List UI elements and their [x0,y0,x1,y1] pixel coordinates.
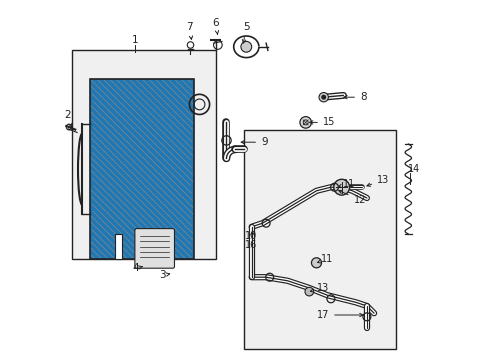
Circle shape [311,258,321,268]
Text: 15: 15 [309,117,335,127]
Text: 16: 16 [244,240,256,250]
Text: 10: 10 [244,231,256,241]
Text: 6: 6 [212,18,219,34]
Text: 7: 7 [186,22,193,39]
FancyBboxPatch shape [135,229,174,268]
Bar [89,79,194,259]
Circle shape [321,95,325,100]
Text: 3: 3 [159,270,169,280]
Text: 4: 4 [132,263,142,273]
Text: 9: 9 [241,137,267,147]
Circle shape [305,287,313,296]
Circle shape [241,41,251,52]
Bar [115,234,122,259]
Text: 11: 11 [338,179,354,189]
Text: 13: 13 [310,283,328,293]
Circle shape [318,93,328,102]
Text: 5: 5 [242,22,249,43]
Text: 8: 8 [343,92,366,102]
Text: 14: 14 [407,164,419,174]
Bar [244,130,395,349]
Text: 17: 17 [316,310,362,320]
Circle shape [333,179,349,195]
Text: 11: 11 [317,254,333,264]
Bar [89,79,194,259]
Circle shape [299,117,311,128]
Text: 2: 2 [64,110,72,127]
Text: 12: 12 [338,190,365,205]
Text: 1: 1 [131,35,138,45]
Text: 13: 13 [366,175,388,186]
Bar [72,50,215,259]
